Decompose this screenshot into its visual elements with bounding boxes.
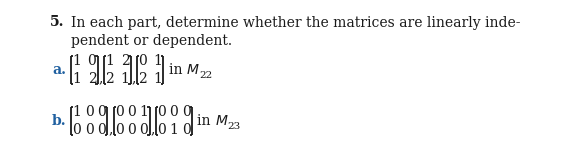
Text: 0: 0 (127, 105, 136, 119)
Text: 0: 0 (182, 123, 191, 137)
Text: 1: 1 (154, 72, 162, 86)
Text: $M$: $M$ (186, 63, 200, 77)
Text: ,: , (150, 122, 155, 136)
Text: ,: , (132, 71, 136, 85)
Text: 0: 0 (97, 123, 106, 137)
Text: 0: 0 (182, 105, 191, 119)
Text: 22: 22 (199, 71, 212, 80)
Text: In each part, determine whether the matrices are linearly inde-: In each part, determine whether the matr… (71, 15, 520, 30)
Text: 1: 1 (140, 105, 149, 119)
Text: ,: , (108, 122, 112, 136)
Text: 2: 2 (120, 54, 129, 68)
Text: 1: 1 (120, 72, 129, 86)
Text: 0: 0 (85, 105, 93, 119)
Text: 1: 1 (170, 123, 179, 137)
Text: 0: 0 (138, 54, 147, 68)
Text: 0: 0 (157, 105, 166, 119)
Text: 0: 0 (115, 123, 123, 137)
Text: in: in (198, 114, 215, 128)
Text: 5.: 5. (50, 15, 64, 30)
Text: 1: 1 (105, 54, 114, 68)
Text: 0: 0 (88, 54, 97, 68)
Text: 0: 0 (72, 123, 81, 137)
Text: 0: 0 (115, 105, 123, 119)
Text: 0: 0 (157, 123, 166, 137)
Text: 1: 1 (72, 54, 81, 68)
Text: a.: a. (52, 63, 66, 77)
Text: 0: 0 (127, 123, 136, 137)
Text: 1: 1 (154, 54, 162, 68)
Text: $M$: $M$ (215, 114, 229, 128)
Text: 0: 0 (97, 105, 106, 119)
Text: 0: 0 (170, 105, 179, 119)
Text: 23: 23 (228, 122, 241, 131)
Text: 2: 2 (88, 72, 97, 86)
Text: pendent or dependent.: pendent or dependent. (71, 35, 232, 49)
Text: in: in (169, 63, 187, 77)
Text: 2: 2 (138, 72, 147, 86)
Text: 0: 0 (85, 123, 93, 137)
Text: b.: b. (52, 114, 67, 128)
Text: 1: 1 (72, 72, 81, 86)
Text: ,: , (98, 71, 103, 85)
Text: 1: 1 (72, 105, 81, 119)
Text: 0: 0 (140, 123, 149, 137)
Text: 2: 2 (105, 72, 114, 86)
